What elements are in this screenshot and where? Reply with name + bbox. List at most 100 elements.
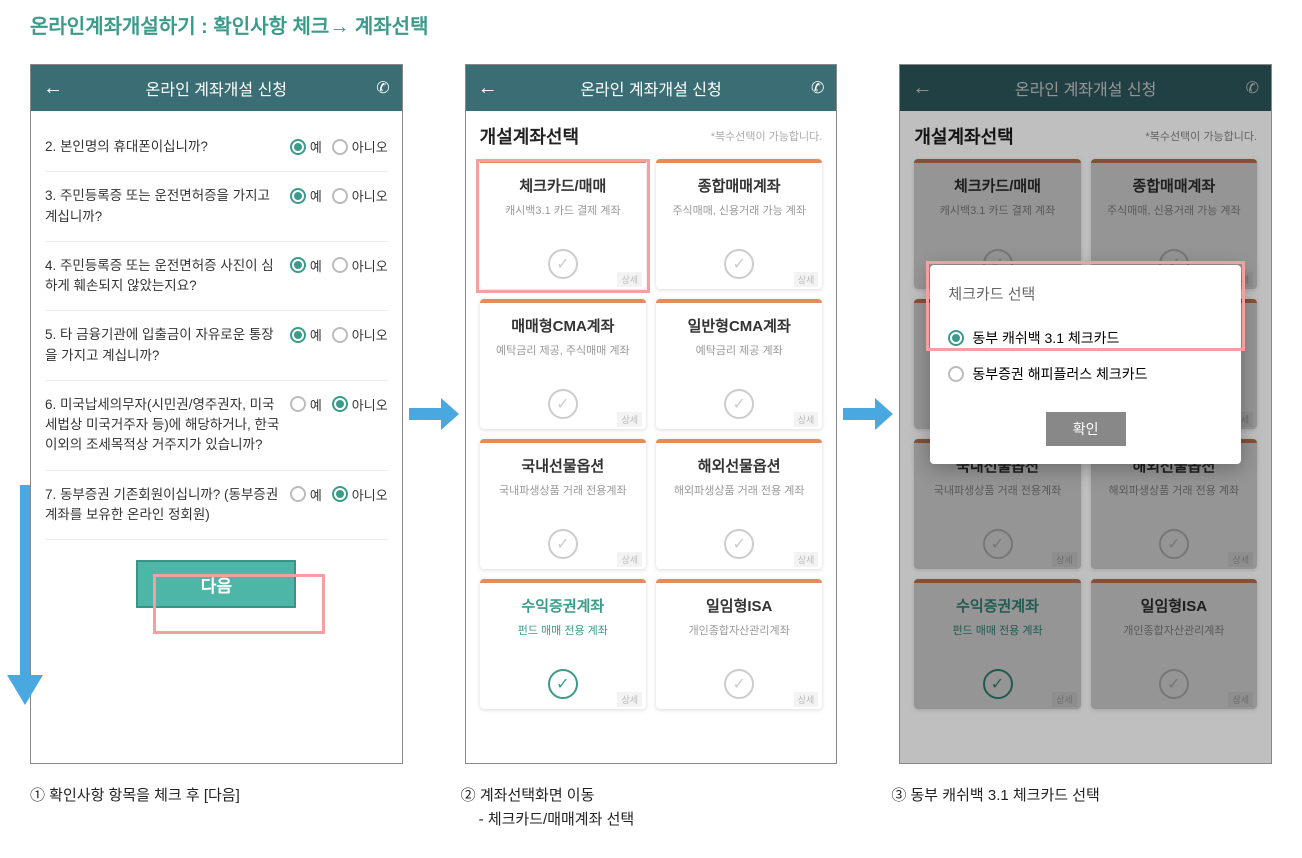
card-title: 국내선물옵션	[521, 455, 604, 476]
radio-no[interactable]: 아니오	[332, 395, 388, 414]
app-header: ← 온라인 계좌개설 신청 ✆	[466, 65, 837, 111]
check-icon: ✓	[724, 249, 754, 279]
radio-icon	[290, 327, 306, 343]
section-title-row: 개설계좌선택 *복수선택이 가능합니다.	[480, 123, 823, 149]
card-subtitle: 펀드 매매 전용 계좌	[518, 622, 608, 638]
radio-yes[interactable]: 예	[290, 395, 322, 414]
radio-icon	[332, 396, 348, 412]
account-card[interactable]: 체크카드/매매 캐시백3.1 카드 결제 계좌 ✓ 상세	[480, 159, 646, 289]
screen-2: ← 온라인 계좌개설 신청 ✆ 개설계좌선택 *복수선택이 가능합니다. 체크카…	[465, 64, 838, 764]
radio-no[interactable]: 아니오	[332, 485, 388, 504]
account-card[interactable]: 종합매매계좌 주식매매, 신용거래 가능 계좌 ✓ 상세	[656, 159, 822, 289]
option-label: 동부 캐쉬백 3.1 체크카드	[972, 328, 1119, 348]
detail-badge[interactable]: 상세	[617, 692, 642, 707]
radio-yes[interactable]: 예	[290, 325, 322, 344]
radio-icon	[948, 366, 964, 382]
radio-icon	[290, 188, 306, 204]
app-header: ← 온라인 계좌개설 신청 ✆	[31, 65, 402, 111]
screen-body: 2. 본인명의 휴대폰이십니까? 예 아니오 3. 주민등록증 또는 운전면허증…	[31, 111, 402, 763]
back-icon[interactable]: ←	[478, 77, 498, 100]
screen-3: ← 온라인 계좌개설 신청 ✆ 개설계좌선택 *복수선택이 가능합니다. 체크카…	[899, 64, 1272, 764]
account-card[interactable]: 매매형CMA계좌 예탁금리 제공, 주식매매 계좌 ✓ 상세	[480, 299, 646, 429]
caption-2: ② 계좌선택화면 이동 - 체크카드/매매계좌 선택	[461, 784, 842, 832]
question-text: 7. 동부증권 기존회원이십니까? (동부증권 계좌를 보유한 온라인 정회원)	[45, 485, 290, 526]
radio-yes[interactable]: 예	[290, 485, 322, 504]
question-options: 예 아니오	[290, 395, 388, 414]
check-icon: ✓	[548, 669, 578, 699]
question-options: 예 아니오	[290, 137, 388, 156]
card-subtitle: 국내파생상품 거래 전용계좌	[499, 482, 627, 498]
radio-label: 예	[310, 485, 322, 504]
page-title: 온라인계좌개설하기 : 확인사항 체크→ 계좌선택	[30, 10, 1272, 39]
card-subtitle: 개인종합자산관리계좌	[689, 622, 790, 638]
radio-label: 아니오	[352, 137, 388, 156]
question-row: 2. 본인명의 휴대폰이십니까? 예 아니오	[45, 123, 388, 172]
radio-label: 아니오	[352, 325, 388, 344]
radio-label: 예	[310, 395, 322, 414]
detail-badge[interactable]: 상세	[617, 272, 642, 287]
radio-icon	[948, 330, 964, 346]
detail-badge[interactable]: 상세	[617, 552, 642, 567]
down-arrow-icon	[7, 485, 43, 705]
question-text: 4. 주민등록증 또는 운전면허증 사진이 심하게 훼손되지 않았는지요?	[45, 256, 290, 297]
card-subtitle: 캐시백3.1 카드 결제 계좌	[505, 202, 621, 218]
question-text: 5. 타 금융기관에 입출금이 자유로운 통장을 가지고 계십니까?	[45, 325, 290, 366]
card-title: 매매형CMA계좌	[511, 315, 614, 336]
radio-icon	[290, 139, 306, 155]
question-row: 3. 주민등록증 또는 운전면허증을 가지고 계십니까? 예 아니오	[45, 172, 388, 242]
back-icon[interactable]: ←	[43, 77, 63, 100]
radio-yes[interactable]: 예	[290, 186, 322, 205]
detail-badge[interactable]: 상세	[617, 412, 642, 427]
card-title: 수익증권계좌	[521, 595, 604, 616]
account-card[interactable]: 일임형ISA 개인종합자산관리계좌 ✓ 상세	[656, 579, 822, 709]
card-subtitle: 예탁금리 제공 계좌	[696, 342, 783, 358]
section-title: 개설계좌선택	[480, 123, 579, 149]
radio-icon	[290, 486, 306, 502]
modal-option[interactable]: 동부 캐쉬백 3.1 체크카드	[948, 320, 1223, 356]
account-card[interactable]: 해외선물옵션 해외파생상품 거래 전용 계좌 ✓ 상세	[656, 439, 822, 569]
check-icon: ✓	[724, 529, 754, 559]
radio-icon	[290, 396, 306, 412]
question-text: 3. 주민등록증 또는 운전면허증을 가지고 계십니까?	[45, 186, 290, 227]
account-card[interactable]: 일반형CMA계좌 예탁금리 제공 계좌 ✓ 상세	[656, 299, 822, 429]
account-card[interactable]: 수익증권계좌 펀드 매매 전용 계좌 ✓ 상세	[480, 579, 646, 709]
card-subtitle: 해외파생상품 거래 전용 계좌	[674, 482, 805, 498]
question-options: 예 아니오	[290, 186, 388, 205]
card-title: 해외선물옵션	[698, 455, 781, 476]
card-title: 체크카드/매매	[519, 175, 606, 196]
detail-badge[interactable]: 상세	[794, 692, 819, 707]
question-text: 6. 미국납세의무자(시민권/영주권자, 미국세법상 미국거주자 등)에 해당하…	[45, 395, 290, 456]
confirm-button[interactable]: 확인	[1046, 412, 1126, 446]
screen-body: 개설계좌선택 *복수선택이 가능합니다. 체크카드/매매 캐시백3.1 카드 결…	[466, 111, 837, 763]
radio-icon	[290, 257, 306, 273]
radio-yes[interactable]: 예	[290, 256, 322, 275]
right-arrow-icon	[843, 394, 893, 434]
detail-badge[interactable]: 상세	[794, 412, 819, 427]
radio-yes[interactable]: 예	[290, 137, 322, 156]
question-options: 예 아니오	[290, 485, 388, 504]
screen-1: ← 온라인 계좌개설 신청 ✆ 2. 본인명의 휴대폰이십니까? 예 아니오 3…	[30, 64, 403, 764]
radio-no[interactable]: 아니오	[332, 256, 388, 275]
header-title: 온라인 계좌개설 신청	[146, 76, 287, 100]
detail-badge[interactable]: 상세	[794, 272, 819, 287]
card-subtitle: 예탁금리 제공, 주식매매 계좌	[496, 342, 630, 358]
caption-2-main: ② 계좌선택화면 이동	[461, 784, 842, 808]
phone-icon[interactable]: ✆	[376, 78, 389, 98]
account-card[interactable]: 국내선물옵션 국내파생상품 거래 전용계좌 ✓ 상세	[480, 439, 646, 569]
section-hint: *복수선택이 가능합니다.	[711, 128, 823, 144]
phone-icon[interactable]: ✆	[811, 78, 824, 98]
radio-label: 예	[310, 256, 322, 275]
radio-no[interactable]: 아니오	[332, 137, 388, 156]
card-title: 일임형ISA	[706, 595, 772, 616]
detail-badge[interactable]: 상세	[794, 552, 819, 567]
radio-icon	[332, 486, 348, 502]
radio-label: 아니오	[352, 186, 388, 205]
question-row: 5. 타 금융기관에 입출금이 자유로운 통장을 가지고 계십니까? 예 아니오	[45, 311, 388, 381]
next-button[interactable]: 다음	[136, 560, 296, 608]
radio-no[interactable]: 아니오	[332, 186, 388, 205]
card-title: 일반형CMA계좌	[688, 315, 791, 336]
question-row: 6. 미국납세의무자(시민권/영주권자, 미국세법상 미국거주자 등)에 해당하…	[45, 381, 388, 471]
modal-option[interactable]: 동부증권 해피플러스 체크카드	[948, 356, 1223, 392]
check-icon: ✓	[548, 529, 578, 559]
radio-no[interactable]: 아니오	[332, 325, 388, 344]
